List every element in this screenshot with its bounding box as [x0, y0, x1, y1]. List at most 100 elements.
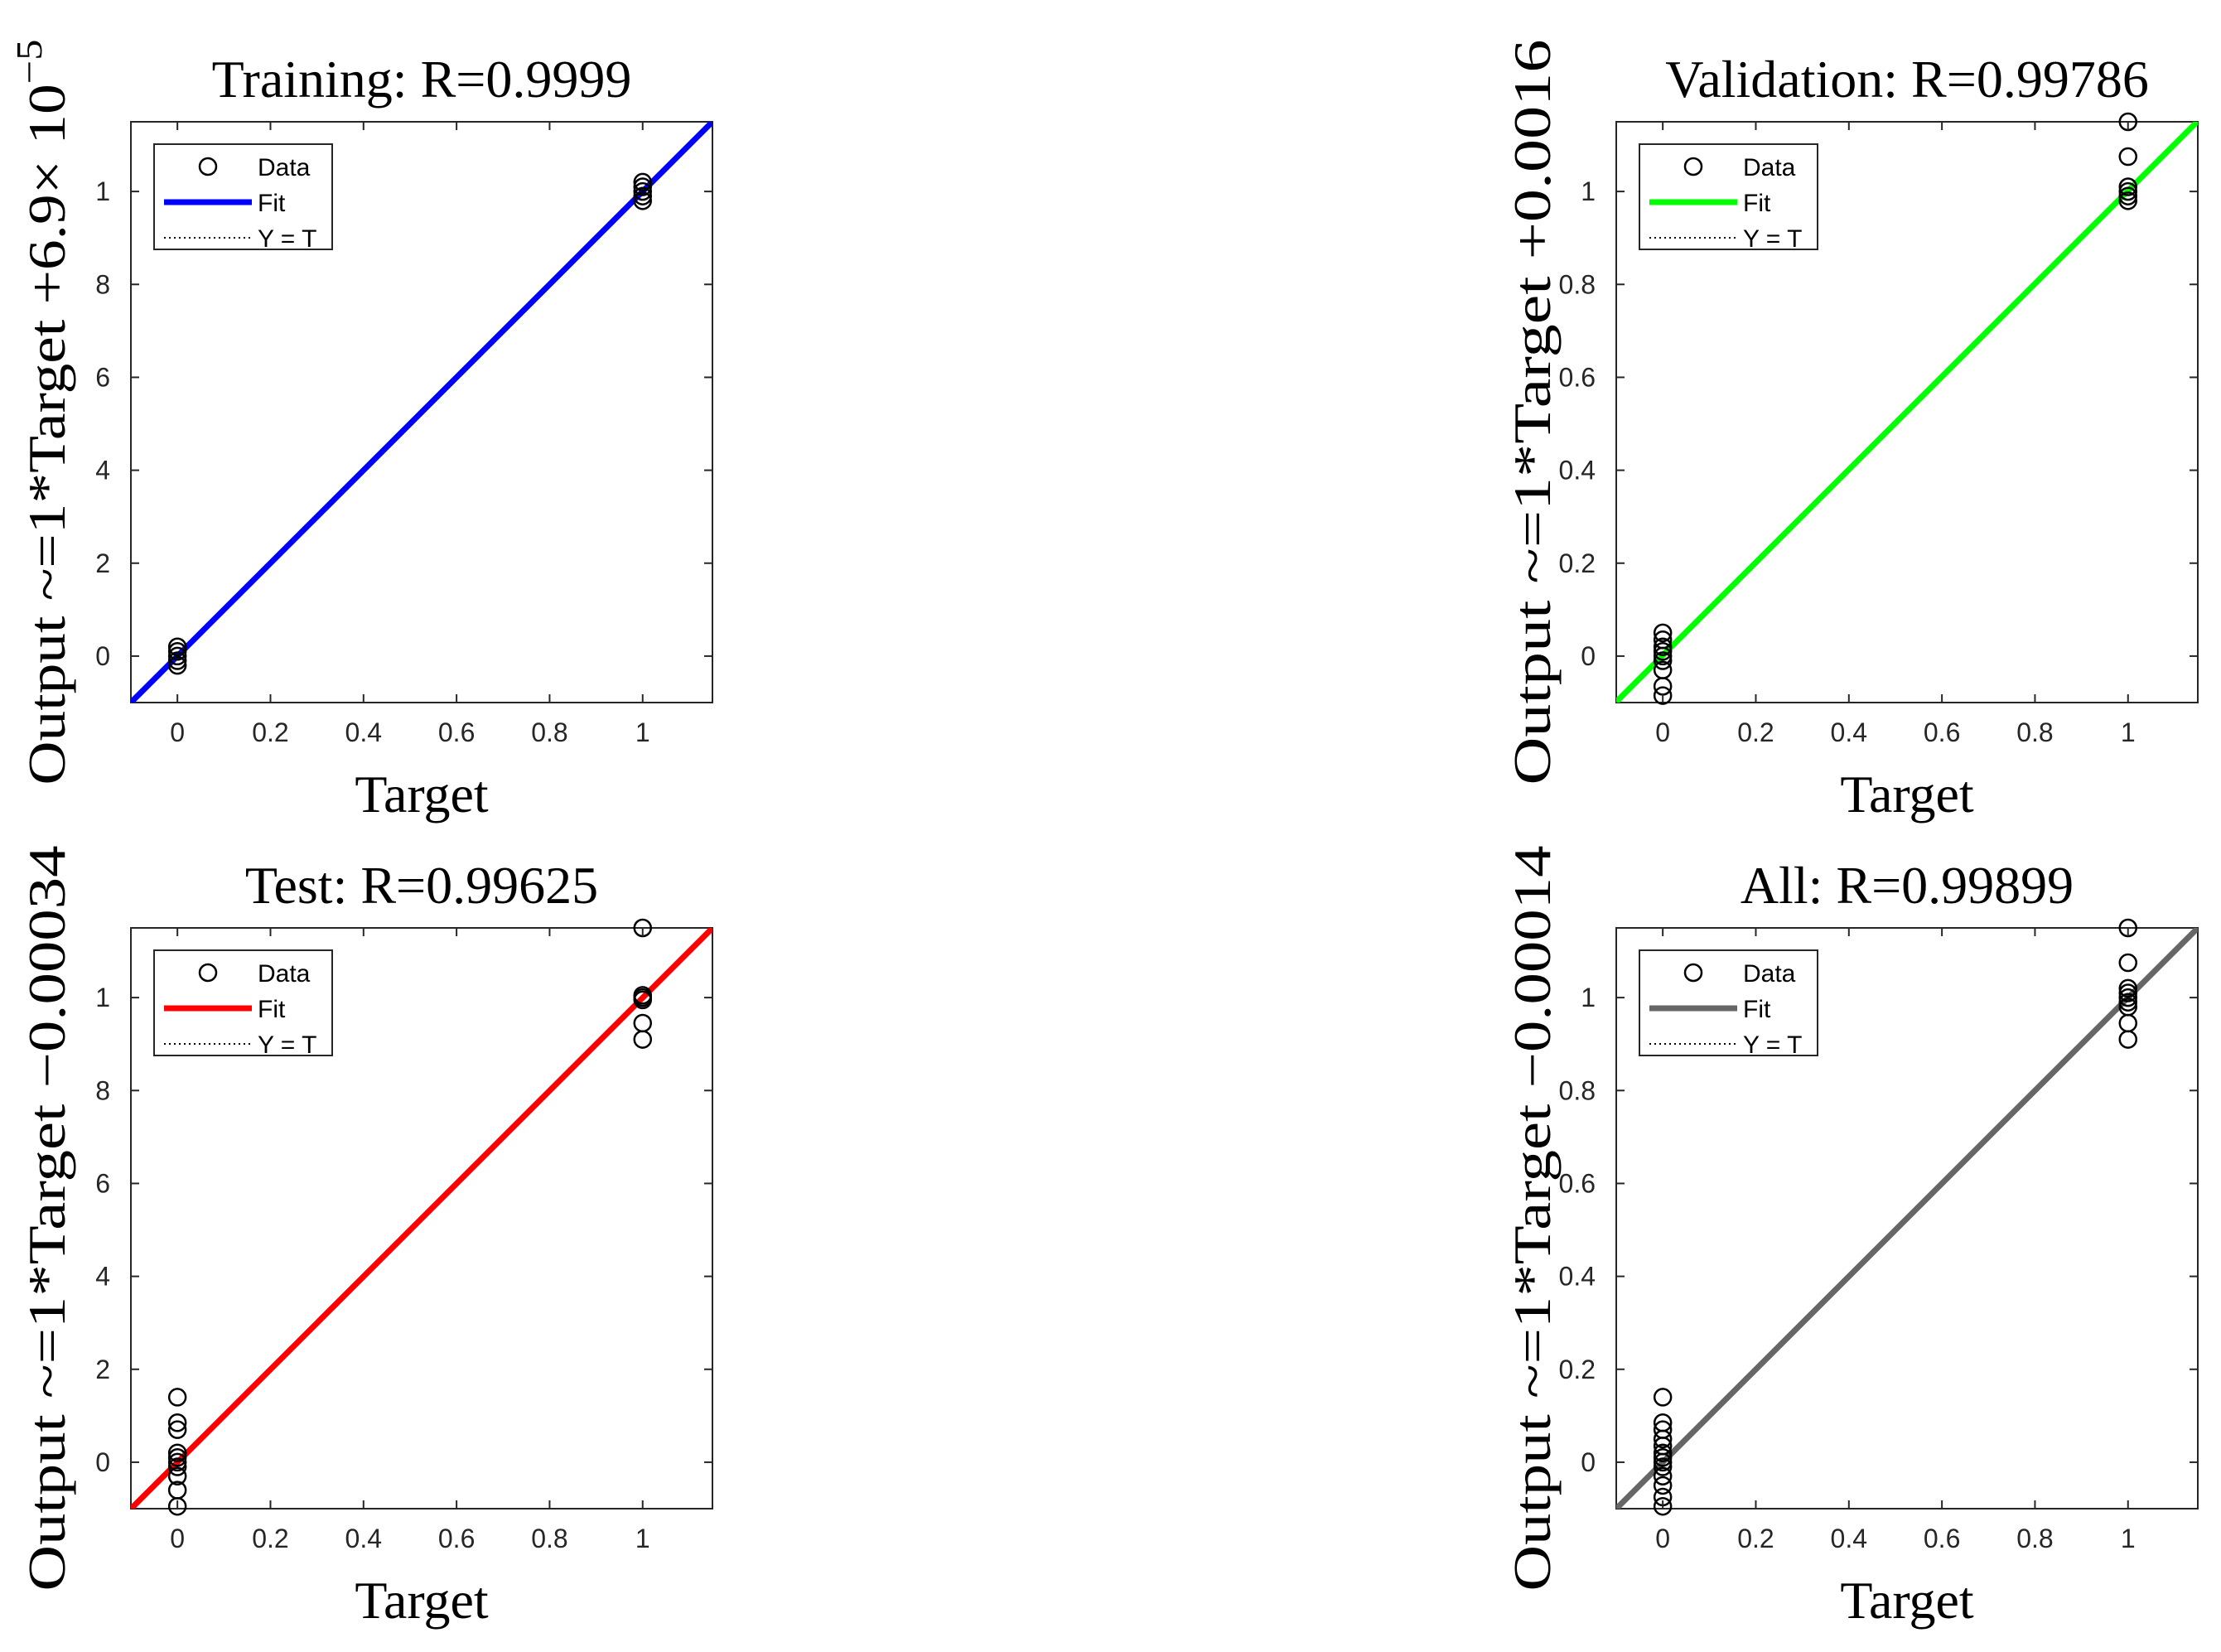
- x-axis-label: Target: [1840, 765, 1974, 824]
- y-tick-label: 0: [95, 641, 110, 671]
- data-point: [1653, 1476, 1673, 1495]
- y-tick-label: 0: [1581, 1447, 1596, 1477]
- legend-box: [1639, 949, 1818, 1056]
- data-point: [633, 181, 653, 201]
- data-point: [2118, 993, 2138, 1012]
- data-point: [167, 651, 187, 670]
- x-tick-label: 0.4: [345, 717, 382, 747]
- legend-label: Y = T: [1743, 1031, 1802, 1059]
- chart-title: Training: R=0.9999: [212, 50, 632, 109]
- y-tick-label: 0.8: [1559, 1075, 1596, 1105]
- data-point: [1653, 630, 1673, 650]
- fit-line: [1616, 122, 2198, 703]
- x-tick-label: 0.8: [2016, 717, 2053, 747]
- legend-label: Data: [1743, 154, 1796, 181]
- data-point: [167, 646, 187, 666]
- data-point: [2118, 997, 2138, 1017]
- legend-label: Data: [258, 960, 311, 988]
- legend-label: Y = T: [1743, 225, 1802, 253]
- data-point: [633, 986, 653, 1005]
- data-point: [167, 655, 187, 675]
- legend-label: Fit: [1743, 996, 1771, 1023]
- y-tick-label: 0.4: [1559, 456, 1596, 485]
- x-tick-label: 0.8: [2016, 1524, 2053, 1553]
- y-axis-label-exponent: −5: [9, 40, 50, 85]
- y-tick-label: 8: [95, 1075, 110, 1105]
- chart-panel-4: 0 0.2 0.4 0.6 0.8 1 0 0.2 0.4 0.6 0.8 1 All: R=0.998…: [1503, 846, 2199, 1630]
- x-tick-label: 1: [2121, 717, 2136, 747]
- x-tick-label: 0.4: [345, 1524, 382, 1553]
- data-point: [167, 1420, 187, 1439]
- data-point: [1653, 623, 1673, 643]
- chart-panel-1: 0 0.2 0.4 0.6 0.8 1 0 2 4 6 8 1 Training: R=0.9999 Ta…: [9, 39, 713, 824]
- x-tick-label: 0: [1655, 717, 1670, 747]
- y-tick-label: 8: [95, 269, 110, 299]
- legend-label: Fit: [258, 190, 286, 217]
- x-axis-label: Target: [1840, 1571, 1974, 1630]
- x-tick-label: 0.8: [531, 1524, 567, 1553]
- legend-marker-icon: [198, 157, 218, 176]
- chart-title: Validation: R=0.99786: [1665, 50, 2149, 109]
- data-point: [1653, 1388, 1673, 1407]
- x-tick-label: 1: [635, 1524, 650, 1553]
- data-point: [167, 1452, 187, 1472]
- data-point: [1653, 1466, 1673, 1485]
- y-tick-label: 4: [95, 1262, 110, 1292]
- y-axis-label-text: Output ~=1*Target +6.9× 10: [17, 84, 76, 785]
- x-tick-label: 0.6: [438, 717, 475, 747]
- fit-line: [1616, 928, 2198, 1509]
- x-tick-label: 0.2: [1737, 717, 1774, 747]
- data-point: [633, 1013, 653, 1033]
- y-tick-label: 1: [1581, 983, 1596, 1012]
- x-tick-label: 0: [1655, 1524, 1670, 1553]
- data-point: [1653, 660, 1673, 679]
- data-point: [633, 191, 653, 210]
- y-axis-label-text: Output ~=1*Target −0.00014: [1503, 846, 1562, 1592]
- x-tick-label: 0.6: [438, 1524, 475, 1553]
- y-axis-label: Output ~=1*Target +6.9× 10−5: [9, 39, 76, 785]
- y-tick-label: 0.8: [1559, 269, 1596, 299]
- data-point: [2118, 191, 2138, 210]
- y-tick-label: 1: [95, 983, 110, 1012]
- fit-line: [131, 928, 712, 1509]
- chart-title: All: R=0.99899: [1741, 856, 2074, 915]
- y-tick-label: 4: [95, 456, 110, 485]
- y-tick-label: 0.2: [1559, 1355, 1596, 1384]
- data-point: [1653, 637, 1673, 656]
- legend-box: [153, 949, 333, 1056]
- y-axis-label: Output ~=1*Target −0.00034: [17, 846, 76, 1592]
- x-tick-label: 1: [2121, 1524, 2136, 1553]
- y-tick-label: 6: [95, 1168, 110, 1198]
- y-tick-label: 0: [95, 1447, 110, 1477]
- y-tick-label: 0.4: [1559, 1262, 1596, 1292]
- x-tick-label: 0: [170, 717, 185, 747]
- x-tick-label: 0: [170, 1524, 185, 1553]
- x-tick-label: 0.6: [1924, 1524, 1960, 1553]
- x-axis-label: Target: [355, 765, 489, 824]
- legend-label: Data: [258, 154, 311, 181]
- data-point: [167, 1388, 187, 1407]
- y-axis-label-text: Output ~=1*Target −0.00034: [17, 846, 76, 1592]
- data-point: [2118, 983, 2138, 1002]
- legend: Data Fit Y = T: [1639, 143, 1818, 253]
- legend-label: Fit: [258, 996, 286, 1023]
- legend-label: Fit: [1743, 190, 1771, 217]
- legend-box: [1639, 143, 1818, 250]
- data-point: [167, 637, 187, 656]
- data-point: [167, 1457, 187, 1476]
- data-point: [1653, 1448, 1673, 1467]
- legend-marker-icon: [1683, 157, 1703, 176]
- fit-line: [131, 122, 712, 703]
- data-point: [1653, 1443, 1673, 1462]
- x-tick-label: 0.4: [1831, 1524, 1867, 1553]
- data-point: [633, 172, 653, 192]
- data-point: [2118, 186, 2138, 205]
- data-point: [167, 642, 187, 661]
- legend-label: Data: [1743, 960, 1796, 988]
- x-tick-label: 0.2: [252, 717, 288, 747]
- y-tick-label: 0.2: [1559, 548, 1596, 578]
- data-point: [2118, 978, 2138, 998]
- y-tick-label: 0: [1581, 641, 1596, 671]
- data-point: [2118, 177, 2138, 196]
